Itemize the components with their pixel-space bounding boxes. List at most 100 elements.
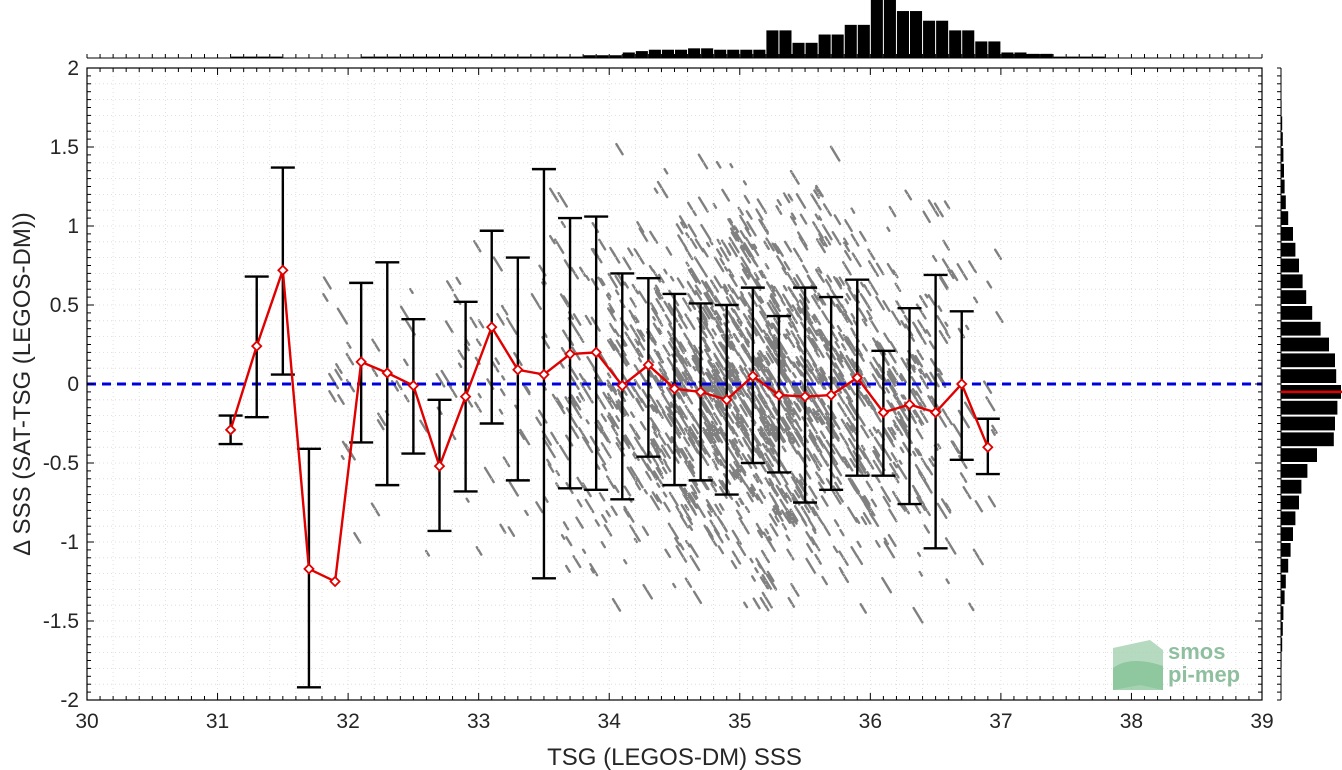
right-hist-bar	[1281, 400, 1338, 415]
top-hist-bar	[544, 56, 557, 58]
x-tick-label: 32	[336, 710, 359, 733]
mean-marker	[773, 389, 785, 401]
y-tick-label: 0	[67, 373, 79, 396]
logo-text-line1: smos	[1168, 639, 1225, 664]
right-hist-bar	[1281, 116, 1283, 131]
top-hist-bar	[975, 41, 988, 58]
mean-marker	[616, 379, 629, 392]
y-axis-label: Δ SSS (SAT-TSG (LEGOS-DM))	[9, 212, 36, 556]
right-hist-bar	[1281, 464, 1308, 478]
mean-marker	[433, 460, 446, 472]
mean-marker	[955, 378, 968, 390]
mean-marker	[250, 340, 263, 352]
right-hist-bar	[1281, 132, 1283, 146]
right-hist-bar	[1281, 321, 1321, 336]
top-hist-bar	[531, 56, 544, 58]
right-hist-bar	[1281, 290, 1307, 304]
x-tick-label: 38	[1120, 710, 1143, 733]
top-hist-bar	[479, 56, 492, 58]
top-hist-bar	[805, 42, 818, 58]
x-tick-label: 36	[859, 710, 882, 733]
y-tick-label: 0.5	[50, 294, 79, 317]
right-hist-bar	[1281, 353, 1335, 368]
top-hist-bar	[831, 34, 844, 58]
right-hist-bar	[1281, 495, 1299, 510]
top-histogram	[86, 0, 1263, 59]
top-hist-bar	[231, 56, 244, 58]
x-tick-label: 31	[206, 710, 229, 733]
mean-marker	[564, 348, 576, 360]
mean-marker	[224, 424, 237, 436]
right-hist-bar	[1281, 622, 1283, 636]
mean-marker	[590, 346, 602, 359]
top-hist-bar	[505, 56, 518, 58]
top-hist-bar	[910, 11, 923, 58]
right-hist-bar	[1281, 432, 1334, 447]
mean-line	[229, 269, 989, 584]
top-hist-bar	[453, 56, 466, 58]
mean-marker	[459, 390, 472, 403]
mean-marker	[903, 398, 916, 411]
top-hist-bar	[609, 55, 622, 58]
right-hist-bar	[1281, 574, 1286, 589]
mean-marker	[355, 356, 367, 368]
top-hist-bar	[374, 56, 387, 58]
x-tick-label: 33	[467, 710, 490, 733]
top-hist-bar	[688, 48, 701, 58]
top-hist-bar	[387, 56, 400, 58]
x-tick-label: 39	[1250, 710, 1273, 733]
top-hist-bar	[440, 56, 453, 58]
top-hist-bar	[988, 41, 1001, 58]
y-tick-label: -1	[60, 531, 79, 554]
top-hist-bar	[740, 49, 753, 58]
y-tick-label: -0.5	[43, 452, 79, 475]
top-hist-bar	[518, 56, 531, 58]
right-hist-bar	[1281, 179, 1285, 194]
right-hist-bar	[1281, 274, 1303, 289]
y-tick-label: -1.5	[43, 610, 79, 633]
top-hist-bar	[648, 49, 661, 58]
right-hist-bar	[1281, 543, 1291, 557]
top-hist-bar	[818, 34, 831, 58]
right-hist-bar	[1281, 416, 1335, 431]
top-hist-bar	[466, 56, 479, 58]
x-tick-label: 37	[989, 710, 1012, 733]
top-hist-bar	[1066, 56, 1079, 58]
logo-text-line2: pi-mep	[1168, 662, 1240, 687]
mean-marker	[825, 389, 837, 401]
right-histogram	[1277, 67, 1342, 701]
top-hist-bar	[675, 49, 688, 58]
top-hist-bar	[492, 56, 505, 58]
top-hist-bar	[1027, 53, 1040, 58]
mean-marker	[877, 406, 890, 419]
top-hist-bar	[870, 0, 883, 58]
binned-series	[218, 166, 1000, 689]
top-hist-bar	[753, 49, 766, 58]
top-hist-bar	[936, 20, 949, 58]
smos-pi-mep-logo: smos pi-mep	[1113, 639, 1240, 690]
axes: 30 31 32 33 34 35 36 37 38 39 2 1.5 1 0.5 0 -0.5 -1 -1.5 -…	[43, 57, 1274, 733]
top-hist-bar	[714, 49, 727, 58]
mean-marker	[642, 359, 655, 371]
right-hist-bar	[1281, 558, 1289, 573]
top-hist-bar	[949, 30, 962, 58]
mean-marker	[851, 371, 864, 384]
right-hist-bar	[1281, 479, 1302, 494]
top-hist-bar	[1053, 56, 1066, 58]
top-hist-bar	[413, 56, 426, 58]
right-hist-bar	[1281, 448, 1317, 462]
x-tick-label: 34	[598, 710, 622, 733]
top-hist-bar	[883, 0, 896, 58]
top-hist-bar	[1092, 56, 1105, 58]
mean-marker	[485, 321, 498, 333]
mean-marker	[512, 364, 524, 376]
top-hist-bar	[896, 11, 909, 58]
top-hist-bar	[635, 51, 648, 58]
right-hist-bar	[1281, 242, 1296, 257]
top-hist-bar	[962, 30, 975, 58]
mean-marker	[747, 370, 759, 382]
top-hist-bar	[1014, 52, 1027, 58]
right-hist-bar	[1281, 527, 1293, 541]
x-tick-label: 30	[75, 710, 98, 733]
top-hist-bar	[596, 55, 609, 58]
